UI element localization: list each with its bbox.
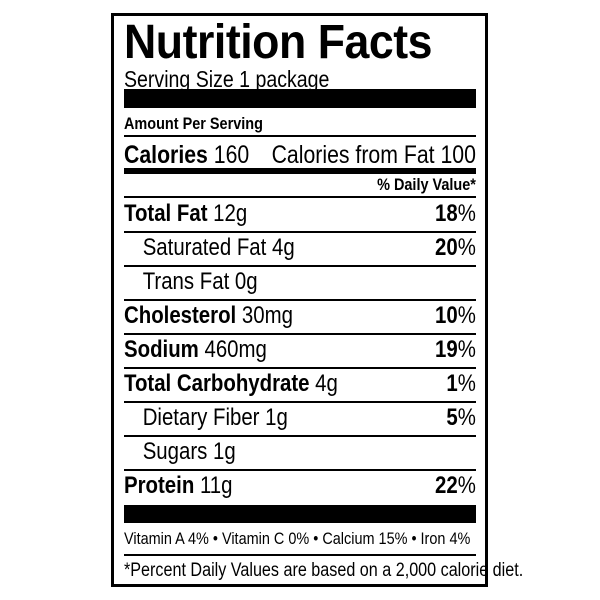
nutrient-amount: 1g (213, 438, 236, 465)
nutrient-name-amount: Trans Fat 0g (124, 266, 258, 298)
daily-value-header: % Daily Value* (377, 175, 476, 194)
nutrient-daily-value: 5% (446, 404, 476, 431)
calories-total: Calories 160 (124, 141, 250, 169)
thick-divider (124, 89, 476, 108)
nutrient-name: Total Carbohydrate (124, 370, 310, 397)
divider (124, 196, 476, 198)
nutrient-name-amount: Sugars 1g (124, 436, 236, 468)
nutrient-name-amount: Protein 11g (124, 470, 232, 502)
vitamins-minerals: Vitamin A 4% • Vitamin C 0% • Calcium 15… (124, 529, 471, 548)
nutrient-amount: 4g (271, 234, 295, 261)
nutrient-row: Sodium 460mg 19% (124, 334, 476, 366)
divider (124, 435, 476, 437)
nutrient-row: Dietary Fiber 1g 5% (124, 402, 476, 434)
nutrient-name-amount: Total Fat 12g (124, 198, 247, 230)
thick-divider (124, 505, 476, 523)
nutrient-row: Total Fat 12g 18% (124, 198, 476, 230)
nutrient-name: Protein (124, 472, 195, 499)
nutrient-name: Total Fat (124, 200, 208, 227)
nutrient-daily-value: 19% (435, 336, 476, 363)
nutrient-name-amount: Sodium 460mg (124, 334, 267, 366)
nutrient-name-amount: Saturated Fat 4g (124, 232, 295, 264)
nutrient-name: Sodium (124, 336, 199, 363)
nutrient-row: Trans Fat 0g (124, 266, 476, 298)
nutrient-amount: 460mg (204, 336, 267, 363)
nutrient-amount: 30mg (241, 302, 293, 329)
nutrient-amount: 11g (199, 472, 233, 499)
nutrient-amount: 0g (234, 268, 258, 295)
nutrition-facts-label: Nutrition Facts Serving Size 1 package A… (111, 13, 524, 587)
nutrient-row: Protein 11g 22% (124, 470, 476, 502)
nutrient-name-amount: Cholesterol 30mg (124, 300, 293, 332)
label-title: Nutrition Facts (124, 16, 432, 69)
nutrient-name: Cholesterol (124, 302, 237, 329)
nutrient-daily-value: 1% (446, 370, 476, 397)
serving-size: Serving Size 1 package (124, 66, 330, 92)
nutrient-name: Saturated Fat (142, 234, 267, 261)
divider (124, 401, 476, 403)
nutrient-daily-value: 20% (435, 234, 476, 261)
divider (124, 135, 476, 137)
calories-from-fat: Calories from Fat 100 (271, 141, 476, 169)
amount-per-serving: Amount Per Serving (124, 114, 263, 133)
calories-row: Calories 160 Calories from Fat 100 (124, 140, 476, 170)
nutrient-amount: 12g (213, 200, 248, 227)
nutrient-amount: 4g (315, 370, 338, 397)
nutrient-name: Sugars (142, 438, 208, 465)
divider (124, 367, 476, 369)
footnote: *Percent Daily Values are based on a 2,0… (124, 560, 524, 581)
nutrient-name: Trans Fat (142, 268, 230, 295)
divider (124, 265, 476, 267)
nutrient-row: Total Carbohydrate 4g 1% (124, 368, 476, 400)
divider (124, 333, 476, 335)
nutrient-row: Cholesterol 30mg 10% (124, 300, 476, 332)
nutrient-name: Dietary Fiber (142, 404, 260, 431)
divider (124, 299, 476, 301)
nutrient-name-amount: Dietary Fiber 1g (124, 402, 288, 434)
medium-divider (124, 168, 476, 174)
nutrient-daily-value: 10% (435, 302, 476, 329)
nutrient-row: Saturated Fat 4g 20% (124, 232, 476, 264)
nutrient-name-amount: Total Carbohydrate 4g (124, 368, 338, 400)
nutrient-row: Sugars 1g (124, 436, 476, 468)
nutrient-daily-value: 18% (435, 200, 476, 227)
divider (124, 554, 476, 556)
nutrient-amount: 1g (265, 404, 288, 431)
nutrient-daily-value: 22% (435, 472, 476, 499)
divider (124, 231, 476, 233)
divider (124, 469, 476, 471)
